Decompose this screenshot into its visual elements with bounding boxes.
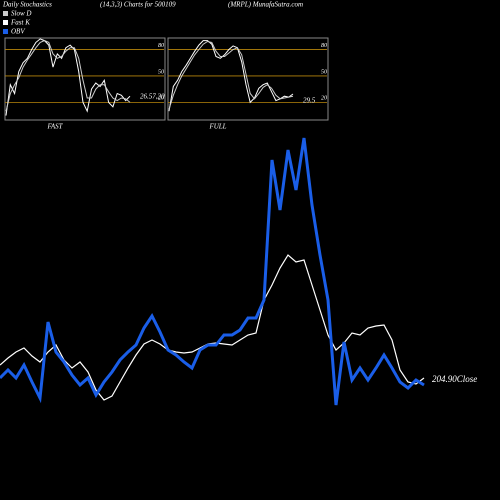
series-line bbox=[5, 40, 131, 112]
y-tick-label: 50 bbox=[158, 69, 164, 75]
legend-label: Slow D bbox=[11, 10, 31, 18]
series-line bbox=[0, 254, 425, 401]
series-line bbox=[5, 38, 131, 116]
panel-frame bbox=[4, 37, 166, 121]
series-line bbox=[168, 40, 294, 110]
panel-frame bbox=[167, 37, 329, 121]
x-axis-label: FAST bbox=[46, 123, 63, 131]
legend-label: Fast K bbox=[10, 19, 30, 27]
x-axis-label: FULL bbox=[208, 123, 226, 131]
annotation: 204.90Close bbox=[432, 374, 477, 384]
y-tick-label: 20 bbox=[321, 96, 327, 102]
series-line bbox=[0, 137, 425, 406]
y-tick-label: 20 bbox=[158, 96, 164, 102]
annotation: 26.57,20 bbox=[140, 93, 165, 101]
y-tick-label: 80 bbox=[158, 43, 164, 49]
legend-swatch bbox=[3, 20, 8, 25]
legend-swatch bbox=[3, 11, 8, 16]
legend-label: OBV bbox=[11, 28, 25, 36]
y-tick-label: 80 bbox=[321, 43, 327, 49]
series-line bbox=[168, 40, 294, 112]
subtitle: (14,3,3) Charts for 500109 bbox=[100, 1, 176, 9]
title: Daily Stochastics bbox=[2, 1, 52, 9]
legend-swatch bbox=[3, 29, 8, 34]
annotation: 29.5 bbox=[303, 97, 316, 105]
source: (MRPL) MunafaSutra.com bbox=[228, 1, 303, 9]
y-tick-label: 50 bbox=[321, 69, 327, 75]
